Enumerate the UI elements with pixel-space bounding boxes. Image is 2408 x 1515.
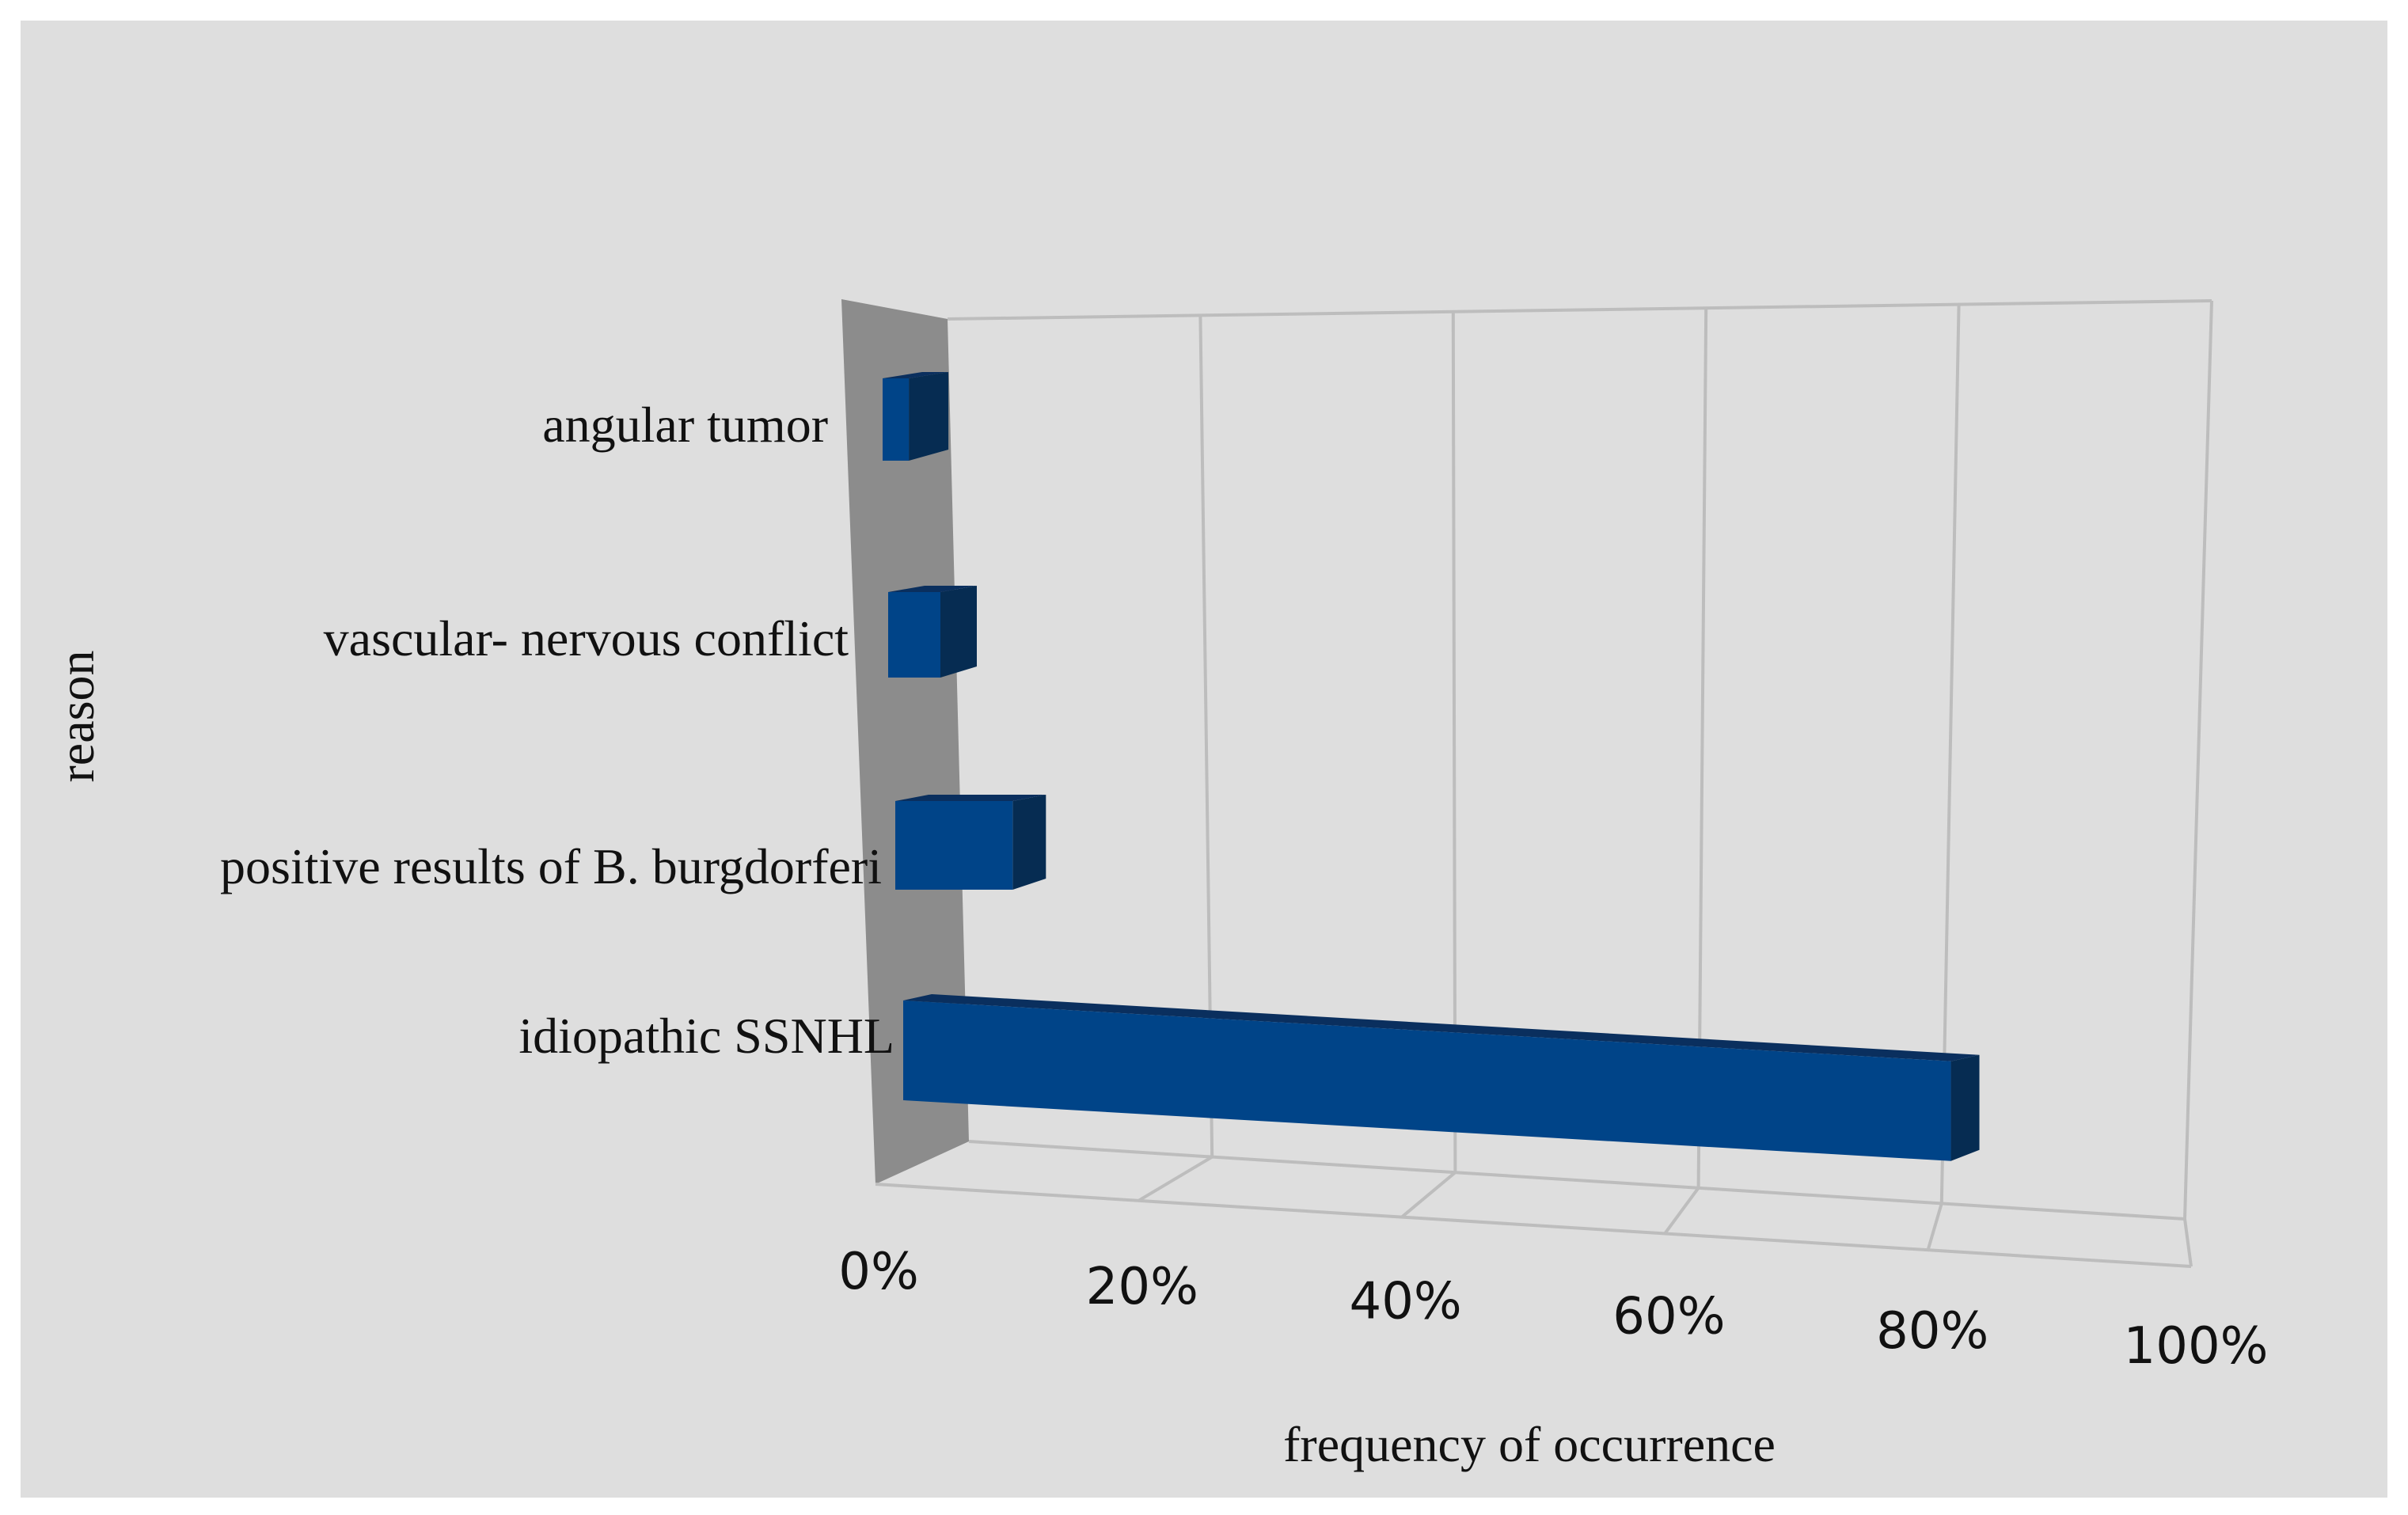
gridline-wall: [2183, 300, 2213, 1220]
bar: [888, 586, 977, 678]
category-label: vascular- nervous conflict: [324, 610, 849, 666]
gridline-floor: [2183, 1218, 2193, 1267]
bar-top-face: [883, 372, 949, 378]
gridline-floor: [1400, 1171, 1457, 1219]
gridline-floor: [1663, 1187, 1700, 1235]
side-wall: [841, 299, 969, 1184]
x-tick-label: 60%: [1612, 1287, 1725, 1346]
bar: [895, 795, 1046, 890]
bar-side-face: [1950, 1054, 1980, 1161]
bar-front-face: [883, 378, 910, 461]
category-label: positive results of B. burgdorferi: [220, 838, 882, 894]
bar-front-face: [895, 801, 1013, 890]
x-tick-label: 100%: [2124, 1317, 2269, 1376]
bar-top-face: [888, 586, 977, 592]
gridline-floor: [1138, 1155, 1213, 1202]
bar-side-face: [1012, 795, 1046, 890]
bar-side-face: [940, 586, 977, 678]
bar-top-face: [903, 994, 1980, 1061]
x-tick-label: 20%: [1086, 1258, 1198, 1316]
bar-side-face: [909, 372, 949, 461]
gridline-top: [947, 299, 2212, 321]
gridline-front-floor: [875, 1183, 2192, 1268]
x-axis-title: frequency of occurrence: [1283, 1416, 1776, 1472]
category-label: idiopathic SSNHL: [518, 1008, 894, 1064]
bar: [903, 994, 1980, 1161]
x-tick-label: 80%: [1876, 1302, 1988, 1361]
category-label: angular tumor: [542, 397, 828, 453]
chart-background: [21, 21, 2387, 1498]
gridline-floor: [1926, 1202, 1943, 1251]
bar-front-face: [903, 1001, 1951, 1161]
x-tick-labels: 0% 20% 40% 60% 80% 100%: [838, 1243, 2268, 1376]
y-axis-title: reason: [48, 650, 104, 782]
x-tick-label: 40%: [1349, 1273, 1461, 1331]
bar-front-face: [888, 592, 940, 678]
bar-top-face: [895, 795, 1046, 801]
bars: [883, 372, 1980, 1161]
category-labels: angular tumor vascular- nervous conflict p…: [220, 397, 894, 1064]
gridline-back-floor: [968, 1140, 2186, 1221]
bar: [883, 372, 949, 461]
x-tick-label: 0%: [838, 1243, 919, 1301]
